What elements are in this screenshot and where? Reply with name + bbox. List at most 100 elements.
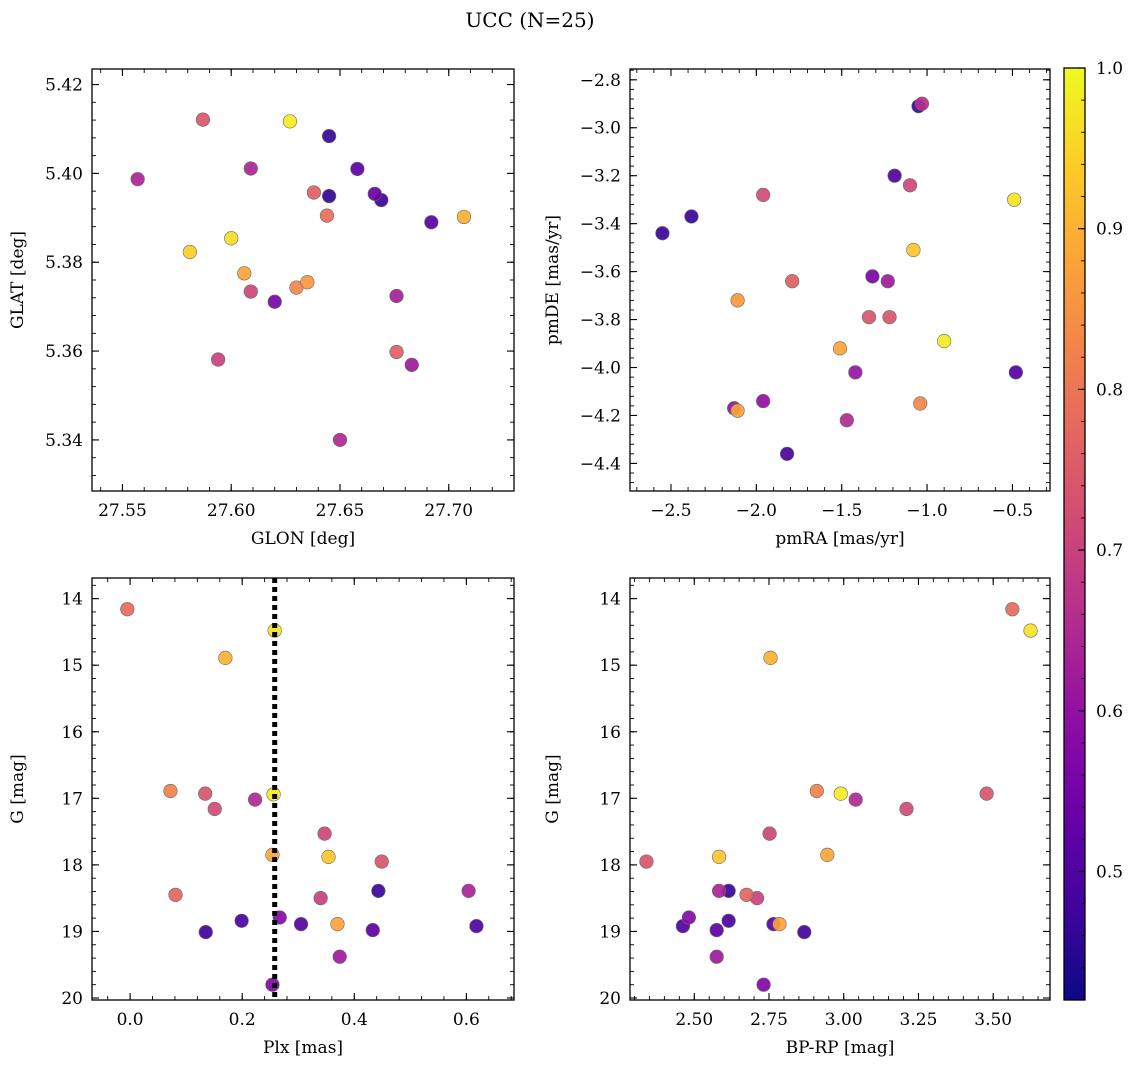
colorbar-tick-label: 0.5	[1096, 862, 1123, 882]
scatter-point	[833, 786, 848, 801]
scatter-point	[762, 826, 777, 841]
scatter-point	[865, 269, 880, 284]
x-tick-label: 2.75	[750, 1010, 788, 1030]
scatter-point	[322, 188, 337, 204]
scatter-point	[198, 786, 213, 801]
scatter-point	[772, 917, 787, 932]
scatter-point	[684, 209, 699, 224]
colorbar-gradient	[1064, 68, 1085, 1000]
scatter-points	[655, 96, 1023, 461]
x-tick-label: 27.60	[207, 501, 256, 521]
x-tick-label: −2.5	[650, 501, 691, 521]
scatter-point	[887, 168, 902, 183]
scatter-point	[367, 186, 382, 201]
scatter-point	[809, 783, 824, 799]
x-axis-label: Plx [mas]	[263, 1038, 343, 1058]
scatter-points	[639, 602, 1038, 992]
x-tick-label: −1.0	[906, 501, 947, 521]
x-tick-label: 2.50	[675, 1010, 713, 1030]
scatter-point	[711, 883, 727, 898]
y-tick-label: 15	[61, 656, 83, 676]
scatter-point	[130, 172, 145, 187]
ticks: 27.55 27.60 27.65 27.70 5.34 5.36 5.38 5.40 5.42	[45, 69, 515, 521]
scatter-point	[461, 883, 476, 898]
scatter-point	[820, 847, 835, 862]
y-tick-label: −4.0	[580, 359, 621, 379]
scatter-point	[424, 215, 439, 230]
scatter-point	[350, 161, 365, 177]
scatter-point	[848, 365, 863, 380]
scatter-point	[655, 226, 670, 241]
scatter-point	[1007, 192, 1022, 207]
x-tick-label: 0.6	[453, 1010, 480, 1030]
scatter-point	[1023, 623, 1038, 638]
scatter-point	[709, 949, 724, 964]
y-axis-label: G [mag]	[8, 754, 28, 823]
y-tick-label: 20	[599, 989, 621, 1009]
scatter-point	[306, 185, 321, 200]
scatter-point	[321, 849, 336, 864]
scatter-point	[371, 883, 386, 898]
scatter-point	[332, 949, 347, 964]
scatter-point	[639, 854, 654, 869]
scatter-point	[832, 341, 848, 356]
panel-plx-g: 0.0 0.2 0.4 0.6 14 15 16 17 18 19 20 Plx [mas] G [ma…	[8, 577, 515, 1058]
scatter-point	[937, 334, 952, 349]
scatter-point	[756, 393, 771, 409]
scatter-point	[779, 446, 795, 461]
scatter-point	[469, 919, 484, 934]
y-tick-label: 17	[61, 789, 83, 809]
scatter-point	[224, 231, 239, 246]
panels: 27.55 27.60 27.65 27.70 5.34 5.36 5.38 5.40 5.42…	[8, 68, 1051, 1058]
y-tick-label: −4.4	[580, 454, 621, 474]
x-tick-label: 0.0	[117, 1010, 144, 1030]
scatter-point	[404, 357, 419, 372]
scatter-point	[721, 913, 736, 928]
plot-frame	[91, 577, 515, 1001]
scatter-point	[456, 209, 472, 225]
y-tick-label: −4.2	[580, 406, 621, 426]
scatter-point	[243, 161, 258, 176]
colorbar-tick-label: 0.6	[1096, 702, 1123, 722]
scatter-point	[322, 128, 337, 144]
colorbar-tick-label: 0.7	[1096, 541, 1123, 561]
scatter-point	[182, 244, 197, 260]
y-tick-label: −3.8	[580, 311, 621, 331]
x-tick-label: 3.00	[825, 1010, 863, 1030]
plot-frame	[629, 68, 1051, 492]
scatter-point	[797, 925, 812, 940]
y-tick-label: 5.36	[45, 342, 83, 362]
scatter-point	[389, 344, 404, 360]
y-tick-label: 5.42	[45, 76, 83, 96]
scatter-point	[282, 114, 298, 129]
scatter-point	[374, 854, 389, 869]
x-tick-label: −1.5	[821, 501, 862, 521]
scatter-point	[207, 801, 222, 817]
y-tick-label: −3.2	[580, 167, 621, 187]
scatter-point	[243, 284, 258, 299]
scatter-point	[914, 96, 930, 111]
y-tick-label: 16	[599, 723, 621, 743]
colorbar-frame	[1063, 67, 1086, 1001]
y-tick-label: 15	[599, 656, 621, 676]
scatter-point	[1008, 365, 1023, 380]
scatter-point	[247, 792, 263, 807]
scatter-point	[330, 917, 345, 932]
scatter-point	[168, 887, 183, 902]
scatter-point	[882, 310, 897, 325]
scatter-point	[313, 891, 328, 906]
panel-glon-glat: 27.55 27.60 27.65 27.70 5.34 5.36 5.38 5.40 5.42…	[8, 68, 515, 549]
y-tick-label: −3.4	[580, 215, 621, 235]
y-tick-label: −3.6	[580, 263, 621, 283]
x-tick-label: −2.0	[736, 501, 777, 521]
scatter-point	[763, 650, 778, 665]
scatter-point	[211, 352, 226, 367]
scatter-point	[709, 923, 724, 938]
scatter-point	[861, 310, 877, 325]
y-tick-label: 5.34	[45, 431, 83, 451]
scatter-points	[120, 602, 484, 992]
scatter-point	[899, 801, 914, 817]
panel-pmra-pmde: −2.5 −2.0 −1.5 −1.0 −0.5 −4.4 −4.2 −4.0 −3.8 −3.6…	[543, 68, 1051, 549]
y-tick-label: 14	[61, 590, 83, 610]
